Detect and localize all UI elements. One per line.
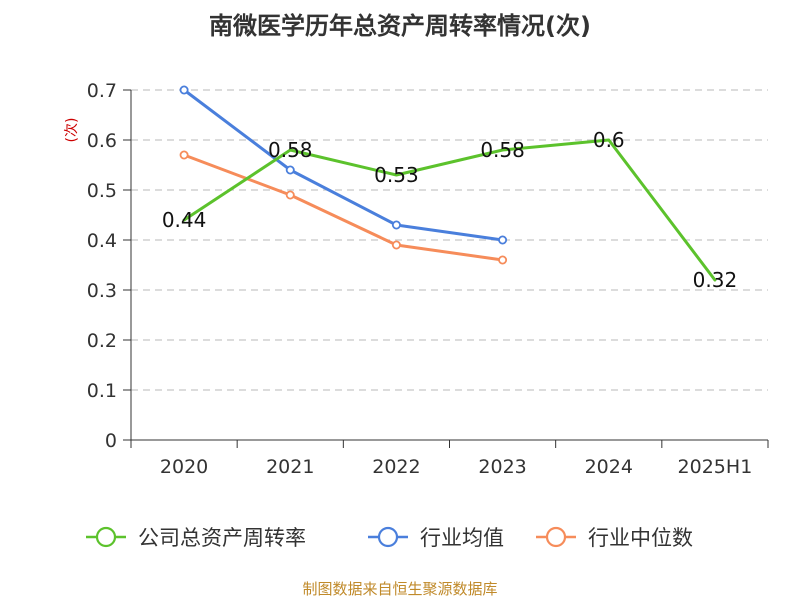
x-tick-label: 2023 (478, 456, 526, 478)
x-tick-label: 2024 (585, 456, 633, 478)
y-tick-label: 0.5 (87, 180, 117, 202)
series-group (179, 85, 717, 282)
series-line-industry_avg (182, 88, 505, 242)
series-line-company (182, 138, 717, 282)
data-point-industry_median (179, 150, 189, 160)
data-point-industry_avg (391, 220, 401, 230)
data-point-industry_avg (285, 165, 295, 175)
y-tick-label: 0.6 (87, 130, 117, 152)
legend-label-company: 公司总资产周转率 (138, 526, 306, 550)
data-point-industry_median (498, 255, 508, 265)
y-tick-label: 0.3 (87, 280, 117, 302)
legend-marker-industry_median (545, 526, 567, 548)
data-label: 0.32 (693, 268, 738, 292)
legend-label-industry_median: 行业中位数 (588, 526, 693, 550)
data-label: 0.53 (374, 163, 419, 187)
data-label: 0.44 (162, 208, 207, 232)
data-point-industry_median (391, 240, 401, 250)
y-tick-label: 0.4 (87, 230, 117, 252)
data-label: 0.6 (593, 128, 625, 152)
grid-lines (131, 89, 768, 391)
y-axis-unit: (次) (64, 118, 80, 143)
x-tick-label: 2020 (160, 456, 208, 478)
legend: 公司总资产周转率 行业均值 行业中位数 (86, 526, 693, 550)
x-tick-label: 2022 (372, 456, 420, 478)
y-tick-label: 0 (105, 430, 117, 452)
series-line-industry_median (182, 153, 505, 262)
y-tick-label: 0.7 (87, 80, 117, 102)
legend-marker-company (95, 526, 117, 548)
y-tick-label: 0.1 (87, 380, 117, 402)
data-label: 0.58 (480, 138, 525, 162)
legend-marker-industry_avg (377, 526, 399, 548)
axes: 0 0.1 0.2 0.3 0.4 0.5 0.6 0.7 2020 2021 2022 2023 20… (87, 80, 769, 478)
chart-title: 南微医学历年总资产周转率情况(次) (209, 12, 591, 40)
source-note: 制图数据来自恒生聚源数据库 (302, 580, 497, 598)
legend-label-industry_avg: 行业均值 (420, 526, 504, 550)
data-label: 0.58 (268, 138, 313, 162)
x-tick-label: 2021 (266, 456, 314, 478)
y-tick-label: 0.2 (87, 330, 117, 352)
x-tick-label: 2025H1 (678, 456, 753, 478)
data-labels: 0.44 0.58 0.53 0.58 0.6 0.32 (162, 128, 737, 292)
data-point-industry_avg (179, 85, 189, 95)
data-point-industry_median (285, 190, 295, 200)
data-point-industry_avg (498, 235, 508, 245)
